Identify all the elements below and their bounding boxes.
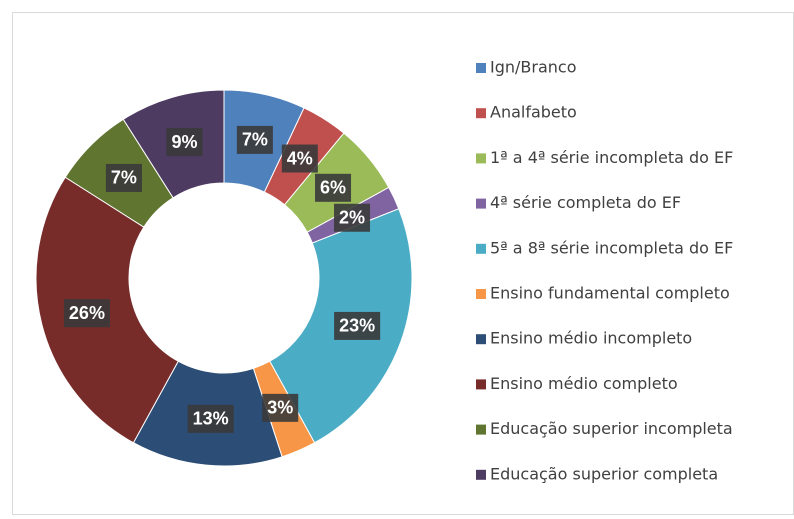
- legend-swatch: [476, 289, 486, 299]
- data-label-text: 3%: [267, 398, 293, 418]
- data-label: 7%: [105, 163, 142, 192]
- data-label-text: 23%: [339, 316, 375, 336]
- legend-label: 5ª a 8ª série incompleta do EF: [490, 238, 733, 257]
- data-label: 4%: [281, 144, 318, 173]
- data-label-text: 26%: [69, 303, 105, 323]
- legend-swatch: [476, 153, 486, 164]
- data-label-text: 7%: [242, 130, 268, 150]
- data-label-text: 6%: [320, 178, 346, 198]
- legend-swatch: [476, 379, 486, 390]
- data-label-box: [166, 128, 203, 157]
- data-label: 6%: [315, 173, 352, 202]
- legend-swatch: [476, 108, 486, 119]
- data-label-box: [262, 393, 299, 422]
- data-label-box: [187, 404, 234, 433]
- legend-label: Educação superior completa: [490, 464, 718, 483]
- data-label-text: 7%: [111, 168, 137, 188]
- data-label-text: 4%: [287, 148, 313, 168]
- data-label-box: [334, 311, 381, 340]
- data-label-text: 9%: [172, 132, 198, 152]
- legend-swatch: [476, 63, 486, 73]
- legend-swatch: [476, 198, 486, 209]
- data-label: 3%: [262, 393, 299, 422]
- data-label-box: [63, 299, 110, 328]
- data-label-text: 13%: [193, 409, 229, 429]
- legend-label: Educação superior incompleta: [490, 419, 733, 438]
- legend-swatch: [476, 334, 486, 345]
- legend-swatch: [476, 243, 486, 254]
- data-label: 9%: [166, 128, 203, 157]
- data-label-box: [334, 203, 371, 232]
- data-label: 23%: [334, 311, 381, 340]
- legend-swatch: [476, 469, 486, 480]
- legend-label: Analfabeto: [490, 103, 577, 122]
- legend-label: 4ª série completa do EF: [490, 193, 681, 212]
- legend-label: 1ª a 4ª série incompleta do EF: [490, 148, 733, 167]
- data-label-box: [315, 173, 352, 202]
- data-label: 2%: [334, 203, 371, 232]
- legend-swatch: [476, 424, 486, 435]
- data-label: 13%: [187, 404, 234, 433]
- data-label-text: 2%: [339, 208, 365, 228]
- data-label-box: [236, 125, 273, 154]
- legend-label: Ensino médio completo: [490, 374, 678, 393]
- legend-label: Ensino fundamental completo: [490, 284, 730, 303]
- data-label: 7%: [236, 125, 273, 154]
- data-label-box: [281, 144, 318, 173]
- legend-label: Ensino médio incompleto: [490, 329, 692, 348]
- data-label: 26%: [63, 299, 110, 328]
- legend-label: Ign/Branco: [490, 58, 577, 77]
- data-label-box: [105, 163, 142, 192]
